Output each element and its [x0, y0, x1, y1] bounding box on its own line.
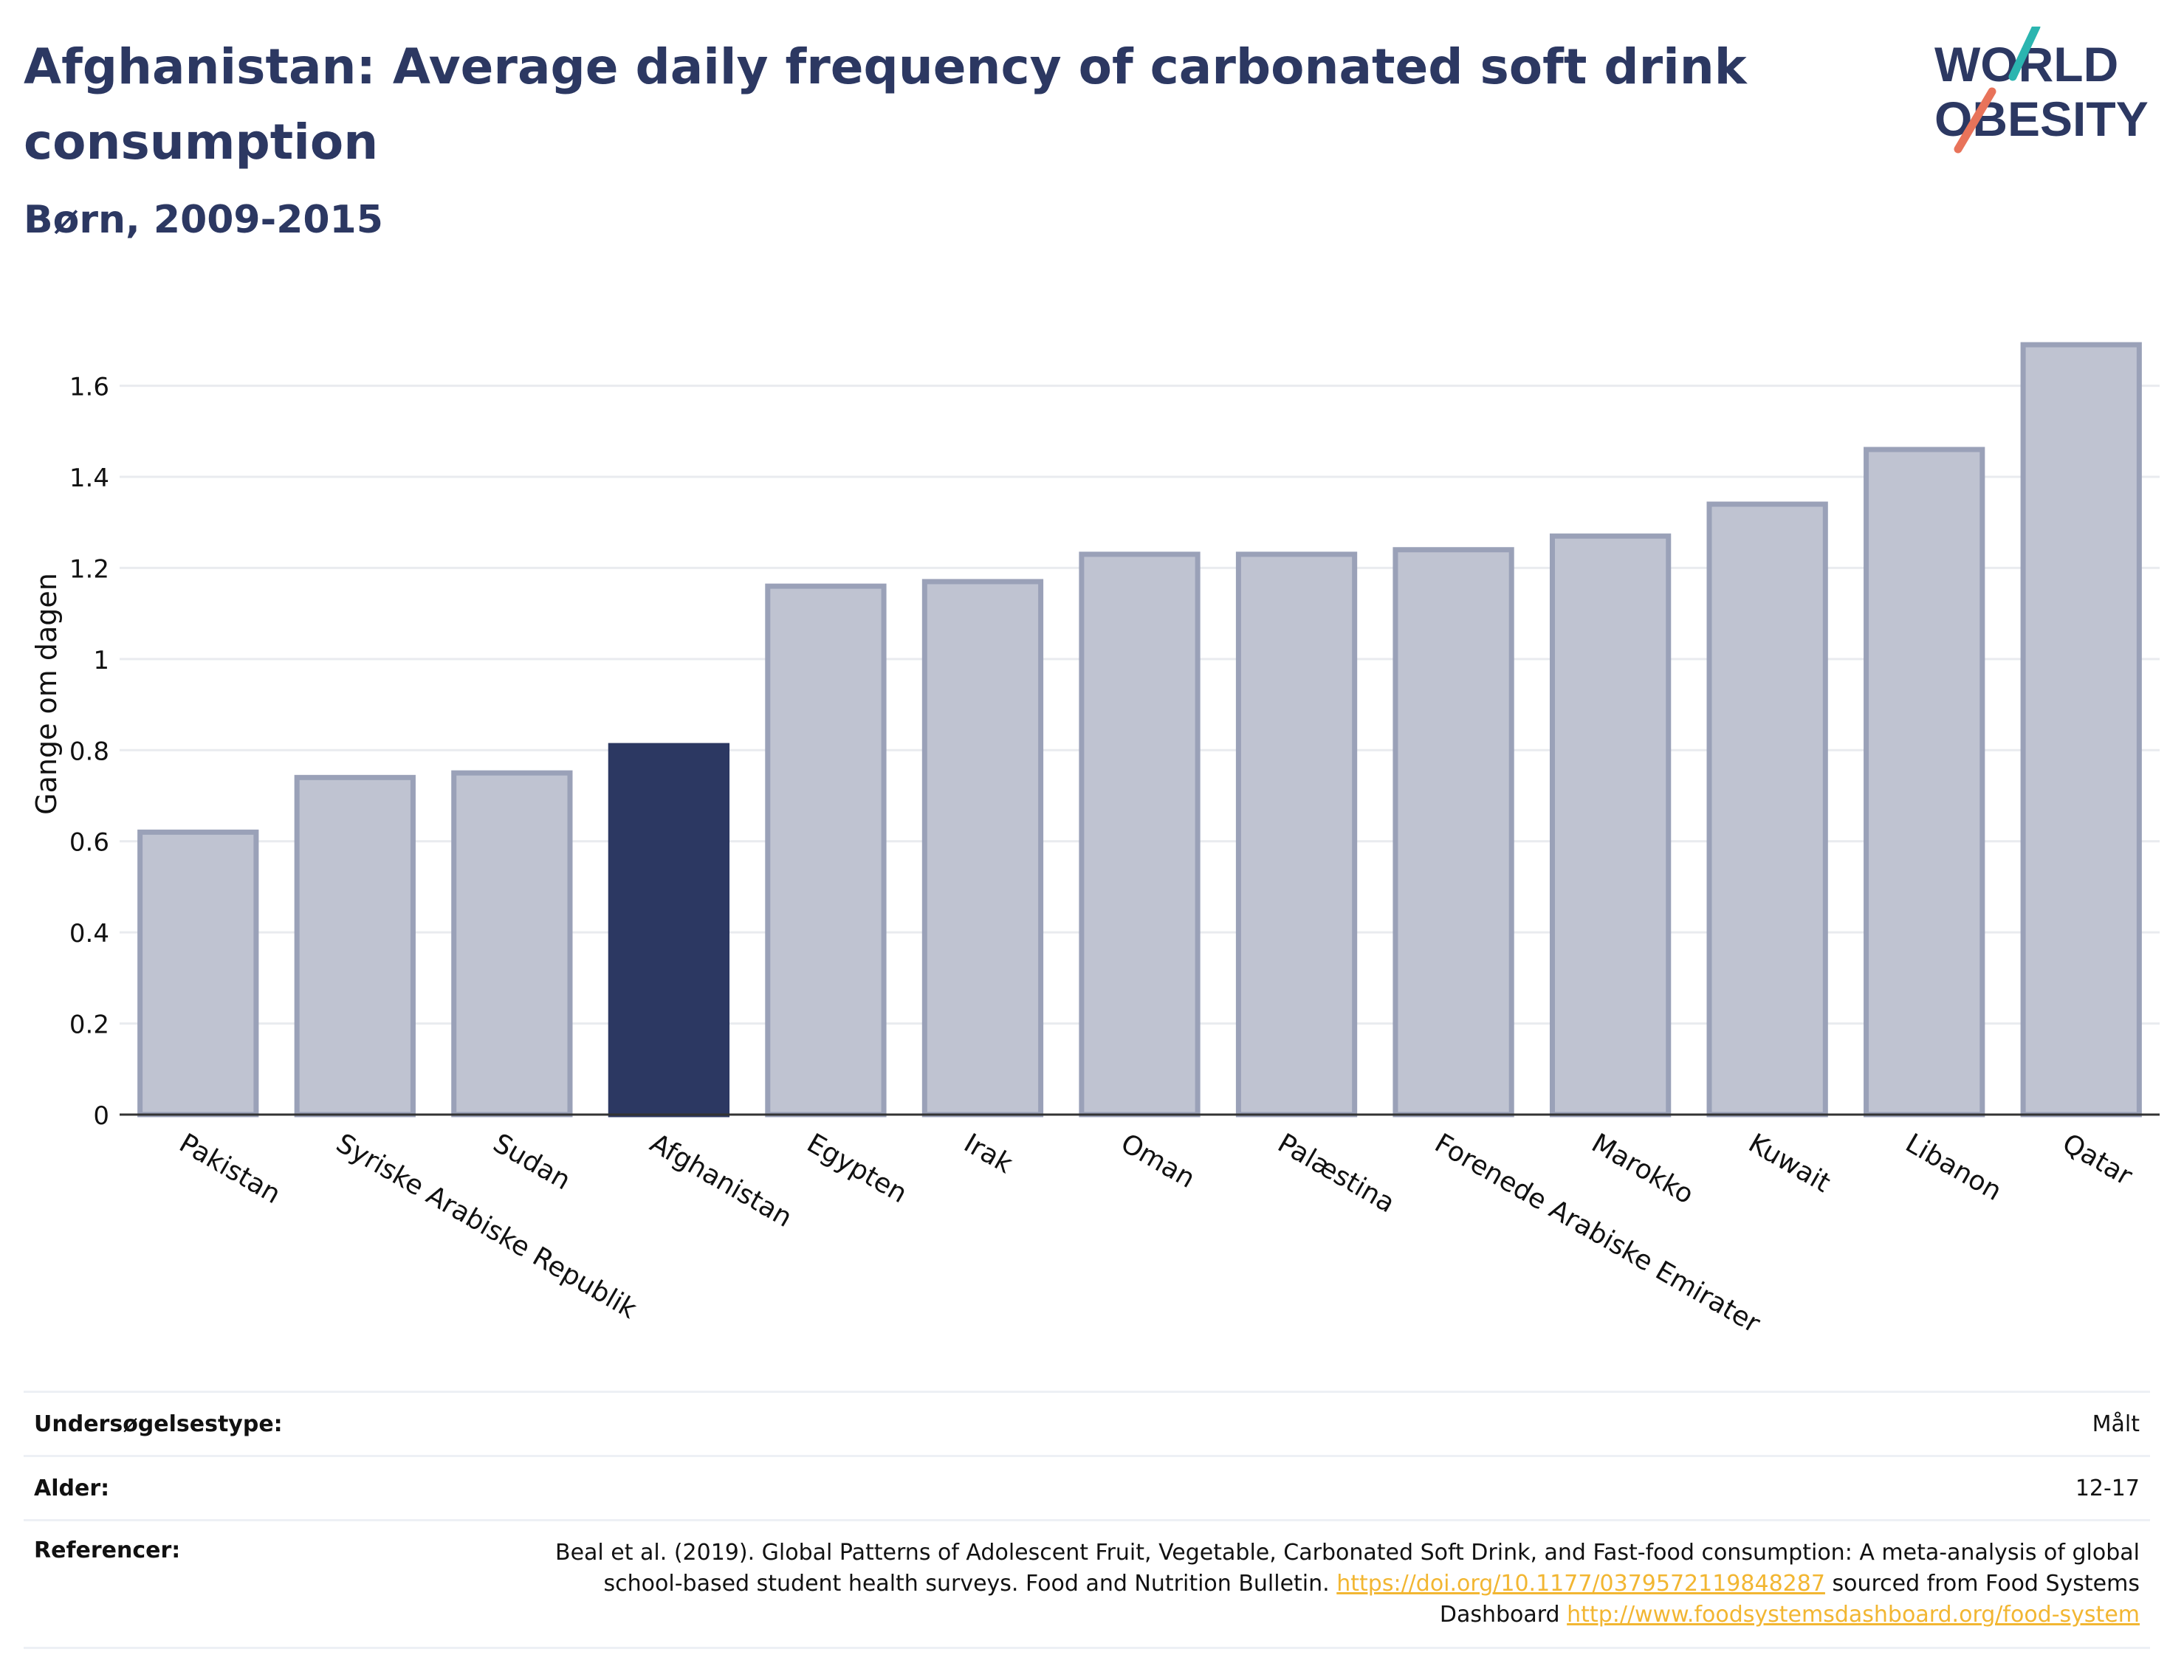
bars [137, 342, 2142, 1118]
logo-slash-top [2008, 27, 2041, 81]
bar-afghanistan[interactable] [608, 743, 730, 1118]
bar-marokko[interactable] [1549, 533, 1672, 1118]
reference-text-1: Beal et al. (2019). Global Patterns of A… [554, 1540, 2140, 1597]
x-tick-label: Sudan [488, 1128, 576, 1196]
survey-type-label: Undersøgelsestype: [34, 1411, 283, 1437]
survey-type-value: Målt [2092, 1411, 2140, 1437]
bar-pakistan[interactable] [137, 829, 259, 1118]
y-axis-label: Gange om dagen [30, 573, 63, 815]
age-row: Alder: 12-17 [24, 1455, 2150, 1519]
world-obesity-logo: WORLD OBESITY [1934, 27, 2149, 154]
y-tick-label: 0.6 [69, 828, 109, 858]
chart-subtitle: Børn, 2009-2015 [24, 198, 383, 242]
reference-doi-link[interactable]: https://doi.org/10.1177/0379572119848287 [1336, 1571, 1825, 1597]
chart-title: Afghanistan: Average daily frequency of … [24, 38, 1747, 171]
survey-type-row: Undersøgelsestype: Målt [24, 1391, 2150, 1455]
y-tick-label: 1.2 [69, 554, 109, 584]
y-tick-label: 0.8 [69, 737, 109, 766]
bar-oman[interactable] [1079, 551, 1201, 1118]
x-tick-label: Libanon [1900, 1128, 2007, 1207]
bar-egypten[interactable] [765, 583, 887, 1118]
y-tick-label: 0.4 [69, 919, 109, 949]
y-tick-label: 0.2 [69, 1011, 109, 1040]
bar-forenede-arabiske-emirater[interactable] [1393, 547, 1514, 1118]
x-tick-label: Egypten [802, 1128, 912, 1209]
x-tick-label: Marokko [1587, 1128, 1699, 1210]
bar-kuwait[interactable] [1706, 501, 1828, 1118]
x-tick-label: Palæstina [1273, 1128, 1400, 1219]
logo-word-obesity: OBESITY [1934, 92, 2149, 146]
x-tick-label: Pakistan [174, 1128, 286, 1210]
y-axis-ticks: 0 0.2 0.4 0.6 0.8 1 1.2 1.4 1.6 [69, 373, 109, 1131]
y-tick-label: 1.4 [69, 464, 109, 493]
references-value: Beal et al. (2019). Global Patterns of A… [545, 1538, 2140, 1631]
bar-chart: 0 0.2 0.4 0.6 0.8 1 1.2 1.4 1.6 Pakistan Syriske … [30, 342, 2160, 1339]
age-value: 12-17 [2075, 1475, 2140, 1501]
bar-sudan[interactable] [451, 770, 573, 1118]
bar-irak[interactable] [921, 579, 1044, 1118]
y-tick-label: 1.6 [69, 373, 109, 402]
references-label: Referencer: [34, 1538, 181, 1563]
x-tick-label: Afghanistan [645, 1128, 797, 1233]
reference-dashboard-link[interactable]: http://www.foodsystemsdashboard.org/food… [1567, 1602, 2140, 1628]
reference-text-2: sourced from Food Systems Dashboard [1439, 1571, 2140, 1628]
bar-qatar[interactable] [2020, 342, 2142, 1118]
x-tick-label: Qatar [2057, 1128, 2137, 1191]
bar-syriske-arabiske-republik[interactable] [294, 774, 416, 1118]
x-tick-label: Oman [1116, 1128, 1200, 1194]
bar-palæstina[interactable] [1235, 551, 1358, 1118]
y-tick-label: 0 [93, 1101, 109, 1131]
x-tick-label: Irak [958, 1128, 1017, 1180]
age-label: Alder: [34, 1475, 110, 1501]
y-tick-label: 1 [93, 646, 109, 675]
references-row: Referencer: Beal et al. (2019). Global P… [24, 1519, 2150, 1649]
x-tick-label: Kuwait [1743, 1128, 1836, 1199]
info-table: Undersøgelsestype: Målt Alder: 12-17 Ref… [24, 1391, 2150, 1649]
x-tick-label: Syriske Arabiske Republik [331, 1128, 642, 1325]
logo-slash-bottom [1954, 87, 1996, 154]
bar-libanon[interactable] [1864, 447, 1985, 1118]
